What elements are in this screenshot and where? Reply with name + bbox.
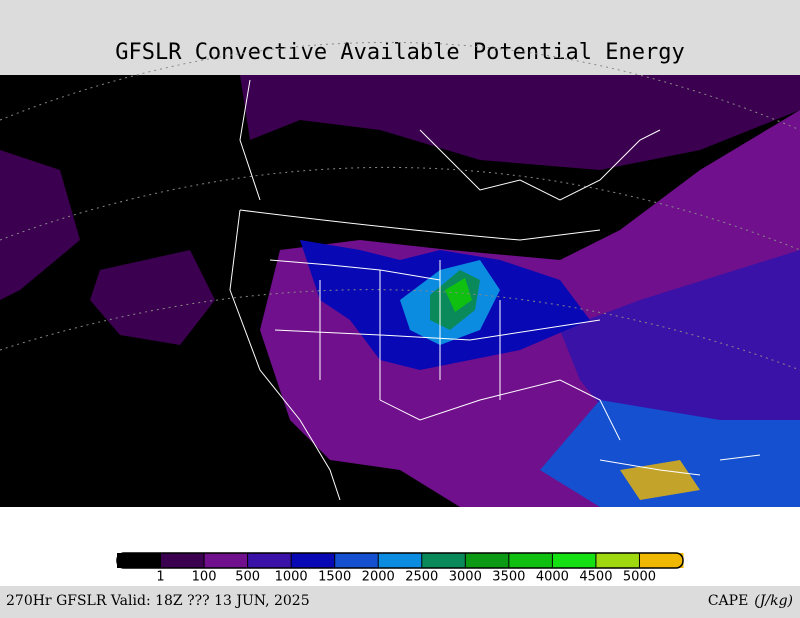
cape-region bbox=[0, 75, 800, 345]
colorbar-label: 1 bbox=[156, 570, 164, 585]
colorbar-swatch bbox=[465, 553, 510, 568]
footer-band bbox=[0, 586, 800, 618]
title: GFSLR Convective Available Potential Ene… bbox=[115, 40, 685, 65]
footer-units: (J/kg) bbox=[754, 593, 793, 609]
cape-region bbox=[540, 400, 800, 507]
colorbar-label: 2500 bbox=[405, 570, 438, 585]
colorbar-swatch bbox=[334, 553, 379, 568]
colorbar-swatch bbox=[595, 553, 640, 568]
colorbar-label: 4000 bbox=[536, 570, 569, 585]
graticule bbox=[0, 42, 800, 371]
header-band bbox=[0, 0, 800, 75]
colorbar: 1 100 500 1000 1500 2000 2500 3000 3500 4000 4500 5… bbox=[116, 552, 684, 585]
colorbar-label: 3000 bbox=[449, 570, 482, 585]
colorbar-swatch bbox=[639, 553, 684, 568]
footer-variable: CAPE bbox=[708, 593, 748, 609]
colorbar-swatch bbox=[247, 553, 292, 568]
colorbar-label: 1000 bbox=[275, 570, 308, 585]
colorbar-label: 5000 bbox=[623, 570, 656, 585]
colorbar-swatch bbox=[204, 553, 249, 568]
boundaries bbox=[229, 79, 761, 501]
cape-region bbox=[620, 460, 700, 500]
map bbox=[0, 42, 800, 507]
cape-region bbox=[445, 278, 472, 312]
colorbar-label: 3500 bbox=[492, 570, 525, 585]
colorbar-label: 2000 bbox=[362, 570, 395, 585]
colorbar-swatch bbox=[160, 553, 205, 568]
colorbar-label: 1500 bbox=[318, 570, 351, 585]
colorbar-swatch bbox=[117, 553, 162, 568]
colorbar-swatch bbox=[508, 553, 553, 568]
colorbar-swatch bbox=[291, 553, 336, 568]
colorbar-swatch bbox=[552, 553, 597, 568]
footer-right: CAPE (J/kg) bbox=[708, 593, 793, 609]
colorbar-label: 500 bbox=[235, 570, 260, 585]
colorbar-swatch bbox=[378, 553, 423, 568]
colorbar-swatch bbox=[421, 553, 466, 568]
footer-left: 270Hr GFSLR Valid: 18Z ??? 13 JUN, 2025 bbox=[6, 593, 310, 609]
colorbar-label: 100 bbox=[192, 570, 217, 585]
colorbar-label: 4500 bbox=[579, 570, 612, 585]
colorbar-outline bbox=[116, 552, 684, 569]
